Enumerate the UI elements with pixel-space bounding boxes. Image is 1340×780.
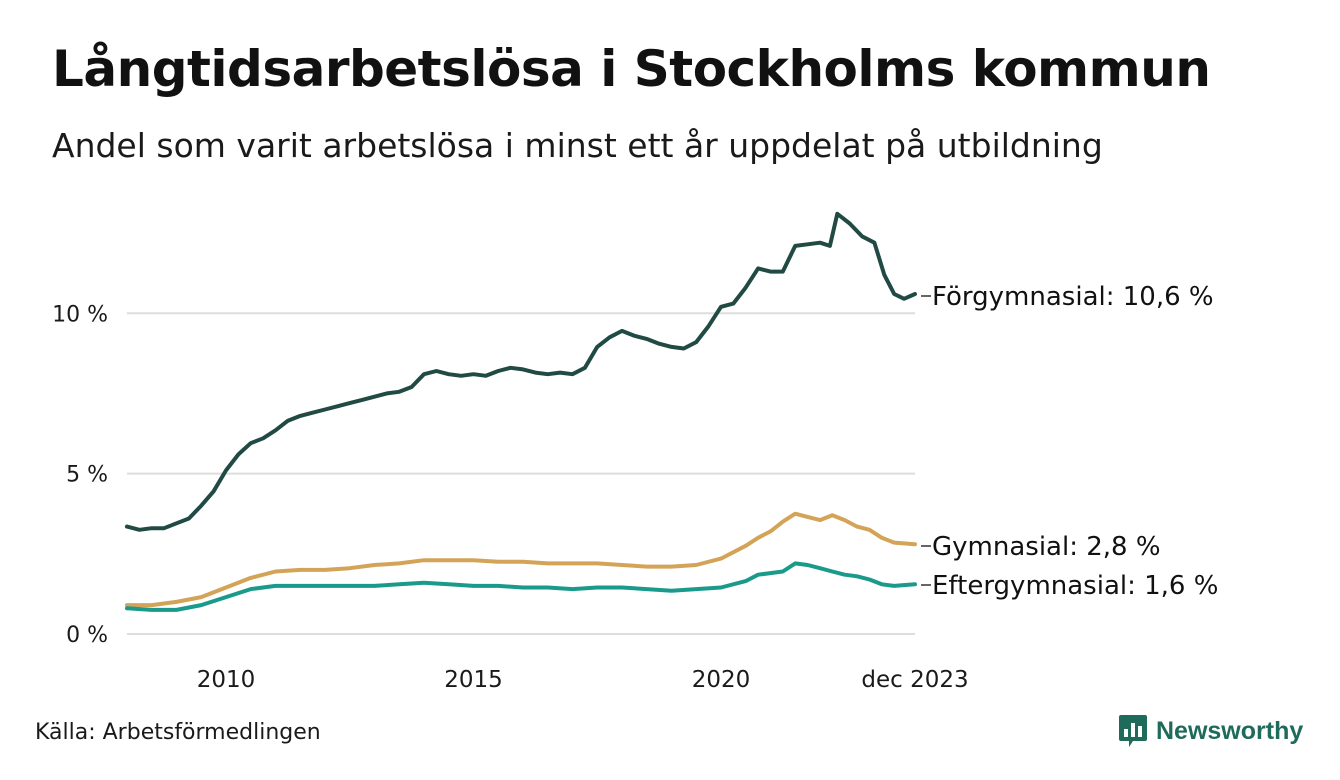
x-tick-label: 2010 [197,667,256,693]
series-line-förgymnasial [125,211,917,532]
series-end-label: Eftergymnasial: 1,6 % [932,571,1218,601]
grid-lines [127,312,915,635]
source-note: Källa: Arbetsförmedlingen [35,720,321,745]
series-end-labels: Förgymnasial: 10,6 % Gymnasial: 2,8 % Efte… [921,282,1218,601]
y-tick-label: 5 % [66,463,108,488]
brand-logo[interactable]: Newsworthy [1118,714,1303,748]
brand-name: Newsworthy [1156,716,1304,745]
series-line-eftergymnasial [125,561,917,612]
chart-title: Långtidsarbetslösa i Stockholms kommun [52,40,1211,98]
series-end-label: Gymnasial: 2,8 % [932,532,1161,562]
y-tick-label: 0 % [66,623,108,648]
x-axis-tick-labels: 2010 2015 2020 dec 2023 [197,667,969,693]
series-line-gymnasial [125,511,917,608]
y-tick-label: 10 % [52,302,108,327]
series-end-label: Förgymnasial: 10,6 % [932,282,1214,312]
x-tick-label: 2020 [692,667,751,693]
bar-chart-icon [1119,715,1147,747]
y-axis-tick-labels: 0 % 5 % 10 % [52,302,108,648]
chart-subtitle: Andel som varit arbetslösa i minst ett å… [52,126,1103,165]
x-tick-label: 2015 [444,667,503,693]
series-lines [125,211,917,612]
x-tick-label: dec 2023 [861,667,968,693]
